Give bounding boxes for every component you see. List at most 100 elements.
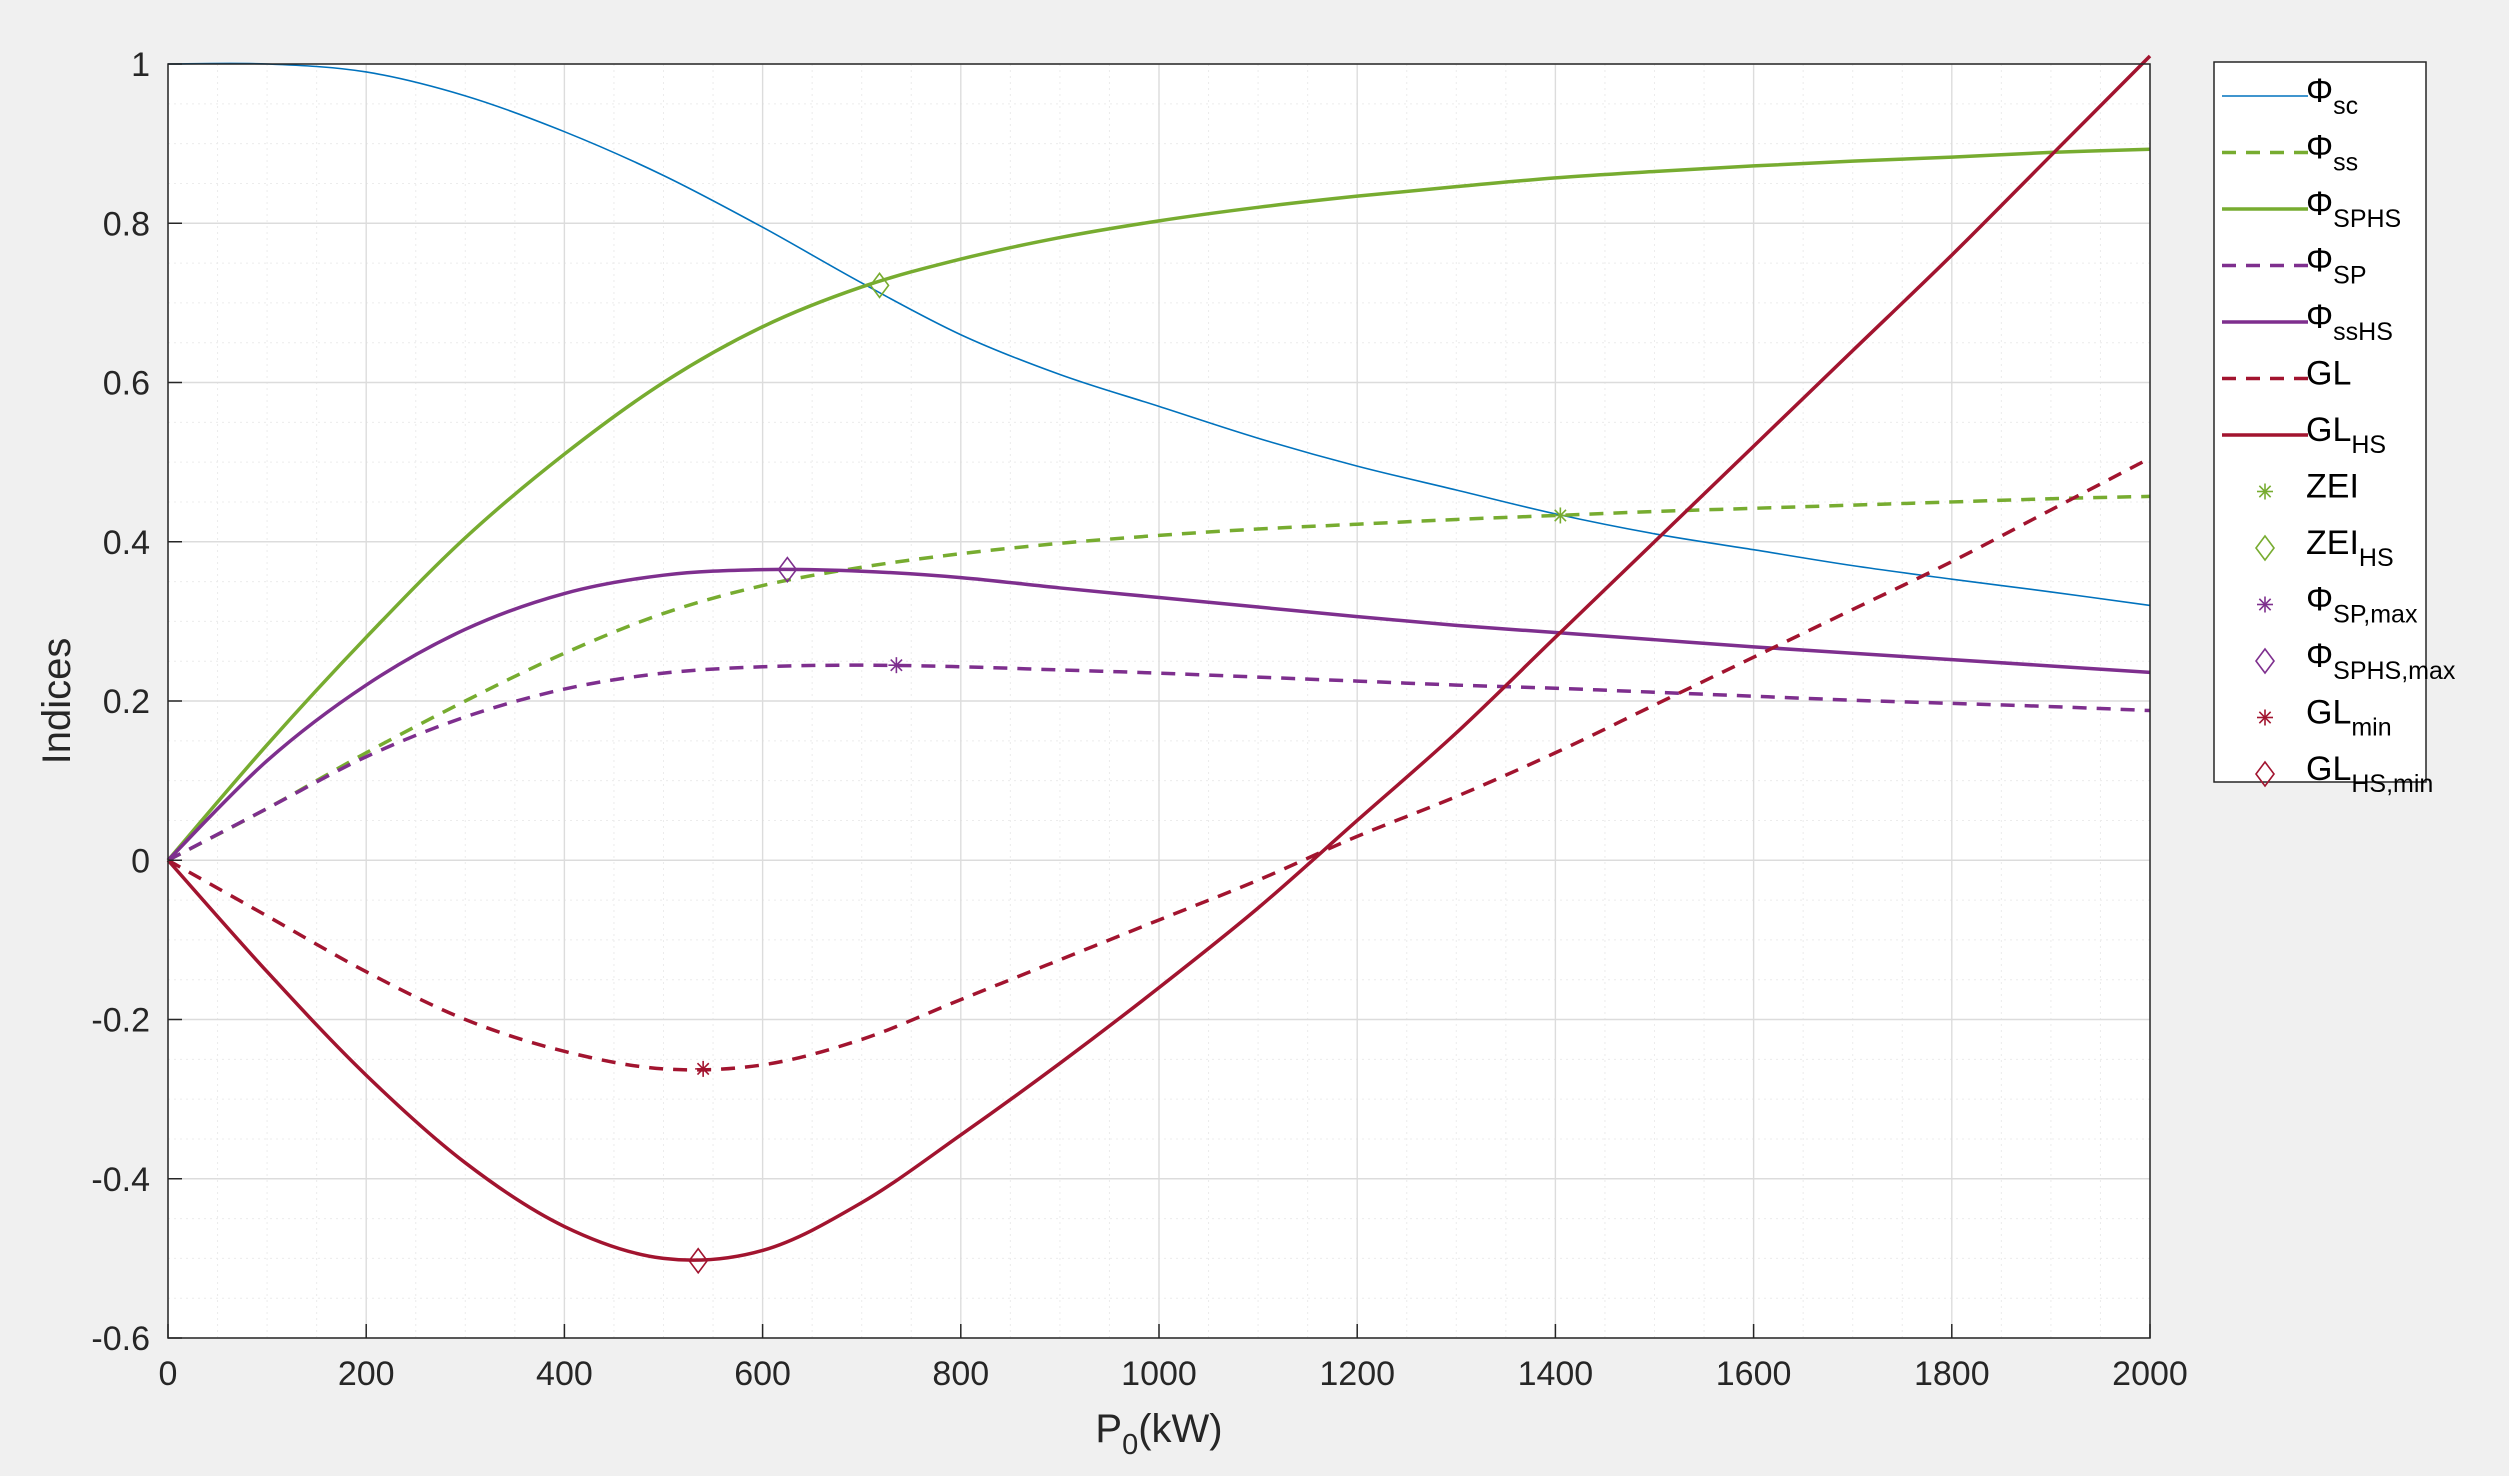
x-tick-label: 1000 bbox=[1121, 1355, 1197, 1393]
legend-label-main: Φ bbox=[2306, 298, 2333, 336]
marker-stroke bbox=[2258, 485, 2272, 498]
legend-item: ΦSPHS bbox=[2222, 185, 2401, 233]
legend-label: Φss bbox=[2306, 129, 2358, 177]
legend-label-sub: sc bbox=[2333, 92, 2358, 120]
x-tick-label: 800 bbox=[932, 1355, 989, 1393]
legend-item: ΦssHS bbox=[2222, 298, 2393, 346]
legend-item: ZEI bbox=[2257, 468, 2359, 506]
legend-label: ZEI bbox=[2306, 468, 2359, 506]
legend-item: GLmin bbox=[2257, 694, 2392, 742]
marker-layer bbox=[688, 272, 1569, 1275]
legend-item: Φss bbox=[2222, 129, 2358, 177]
legend-label-main: Φ bbox=[2306, 185, 2333, 223]
legend-label-main: GL bbox=[2306, 355, 2351, 393]
legend-label: ΦSPHS,max bbox=[2306, 637, 2456, 685]
legend-label-main: Φ bbox=[2306, 129, 2333, 167]
legend-label-sub: HS bbox=[2351, 431, 2386, 459]
legend-swatch-asterisk bbox=[2257, 483, 2273, 500]
legend-item: ΦSP bbox=[2222, 242, 2367, 290]
legend-swatch-diamond bbox=[2255, 534, 2275, 562]
legend-label-sub: SP bbox=[2333, 262, 2366, 290]
legend-label: Φsc bbox=[2306, 72, 2358, 120]
series-line-phi-sc bbox=[167, 62, 2151, 607]
marker-stroke bbox=[2258, 598, 2272, 611]
series-line-phi-sshs bbox=[166, 567, 2151, 862]
legend-item: Φsc bbox=[2222, 72, 2358, 120]
x-axis-title-main: P bbox=[1095, 1407, 1122, 1451]
legend-swatch-diamond bbox=[2255, 760, 2275, 788]
legend-label-sub: HS,min bbox=[2351, 770, 2433, 798]
legend-box bbox=[2213, 61, 2427, 783]
y-axis-title: Indices bbox=[35, 638, 79, 765]
series-line-phi-sphs bbox=[166, 147, 2151, 862]
y-tick-labels: -0.6 -0.4 -0.2 0 0.2 0.4 0.6 0.8 1 bbox=[91, 46, 150, 1358]
legend-label: GLmin bbox=[2306, 694, 2392, 742]
legend-label-sub: HS bbox=[2359, 544, 2394, 572]
legend-label-sub: min bbox=[2351, 714, 2391, 742]
x-tick-label: 1200 bbox=[1319, 1355, 1395, 1393]
marker-stroke bbox=[1554, 509, 1567, 522]
legend-label-main: GL bbox=[2306, 694, 2351, 732]
legend-label-sub: SP,max bbox=[2333, 601, 2418, 629]
x-tick-labels: 0 200 400 600 800 1000 1200 1400 1600 1800 2000 bbox=[159, 1355, 2188, 1393]
y-tick-label: -0.4 bbox=[91, 1161, 150, 1199]
legend-label-main: Φ bbox=[2306, 581, 2333, 619]
x-axis-title: P0(kW) bbox=[1095, 1407, 1222, 1461]
axis-ticks bbox=[167, 63, 2151, 1339]
legend-label-main: GL bbox=[2306, 750, 2351, 788]
y-tick-label: 1 bbox=[131, 46, 150, 84]
legend-item: GL bbox=[2222, 355, 2351, 393]
point-marker-asterisk bbox=[1552, 507, 1569, 524]
legend-label: GL bbox=[2306, 355, 2351, 393]
series-layer bbox=[166, 54, 2152, 1262]
series-line-phi-ss bbox=[167, 494, 2151, 862]
legend-label-main: GL bbox=[2306, 411, 2351, 449]
x-tick-label: 2000 bbox=[2112, 1355, 2188, 1393]
series-line-gl-base bbox=[167, 456, 2151, 1072]
x-tick-label: 1800 bbox=[1914, 1355, 1990, 1393]
x-tick-label: 1600 bbox=[1716, 1355, 1792, 1393]
legend-label: GLHS bbox=[2306, 411, 2386, 459]
point-marker-diamond bbox=[777, 556, 798, 583]
point-marker-diamond bbox=[869, 272, 890, 299]
x-tick-label: 600 bbox=[734, 1355, 791, 1393]
marker-stroke bbox=[890, 658, 903, 672]
legend-label: ΦssHS bbox=[2306, 298, 2393, 346]
series-line-gl-hs bbox=[166, 54, 2152, 1262]
legend-label-main: Φ bbox=[2306, 637, 2333, 675]
x-axis-title-rest: (kW) bbox=[1138, 1407, 1222, 1451]
legend-label: GLHS,min bbox=[2306, 750, 2433, 798]
legend-item: GLHS bbox=[2222, 411, 2386, 459]
legend-label-sub: ss bbox=[2333, 149, 2358, 177]
marker-stroke bbox=[2258, 711, 2272, 724]
x-axis-title-sub: 0 bbox=[1122, 1429, 1138, 1461]
y-tick-label: 0.4 bbox=[103, 524, 150, 562]
point-marker-diamond bbox=[688, 1247, 709, 1275]
x-tick-label: 0 bbox=[159, 1355, 178, 1393]
legend-label-sub: SPHS bbox=[2333, 205, 2401, 233]
legend-label: ZEIHS bbox=[2306, 524, 2394, 572]
y-tick-label: 0.2 bbox=[103, 683, 150, 721]
y-tick-label: 0 bbox=[131, 842, 150, 880]
series-line-phi-sp bbox=[167, 663, 2151, 862]
legend-item: ΦSP,max bbox=[2257, 581, 2418, 629]
legend: ΦscΦssΦSPHSΦSPΦssHSGLGLHSZEIZEIHSΦSP,max… bbox=[2213, 61, 2456, 798]
legend-swatch-asterisk bbox=[2257, 709, 2273, 726]
point-marker-asterisk bbox=[888, 657, 905, 674]
x-tick-label: 400 bbox=[536, 1355, 593, 1393]
legend-item: GLHS,min bbox=[2255, 750, 2433, 798]
legend-label-sub: SPHS,max bbox=[2333, 657, 2456, 685]
y-tick-label: 0.8 bbox=[103, 205, 150, 243]
legend-label-main: Φ bbox=[2306, 72, 2333, 110]
y-tick-label: 0.6 bbox=[103, 365, 150, 403]
marker-stroke bbox=[696, 1062, 710, 1076]
x-tick-label: 200 bbox=[338, 1355, 395, 1393]
legend-label: ΦSP bbox=[2306, 242, 2367, 290]
legend-item: ZEIHS bbox=[2255, 524, 2394, 572]
legend-label-main: ZEI bbox=[2306, 524, 2359, 562]
legend-swatch-asterisk bbox=[2257, 596, 2273, 613]
legend-swatch-diamond bbox=[2255, 647, 2275, 675]
y-tick-label: -0.2 bbox=[91, 1002, 150, 1040]
legend-item: ΦSPHS,max bbox=[2255, 637, 2456, 685]
